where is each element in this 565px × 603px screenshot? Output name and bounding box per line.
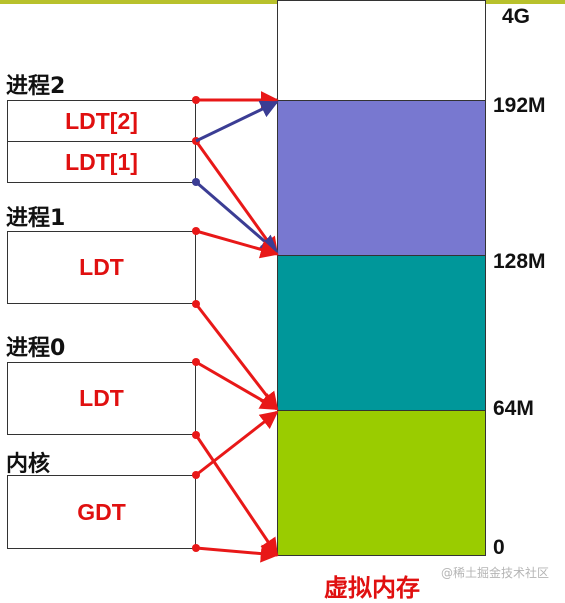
virtual-memory-caption: 虚拟内存 [324, 574, 420, 602]
ldt-process-0-box: LDT [7, 362, 196, 435]
watermark: @稀土掘金技术社区 [440, 566, 549, 580]
arrow-ldt1-to-192m [195, 100, 279, 143]
ldt-1-box: LDT[1] [7, 141, 196, 183]
ldt-process-1-box: LDT [7, 231, 196, 304]
memory-region-0-64 [277, 410, 486, 556]
arrow-ldt-p1-to-128m [192, 227, 279, 259]
address-192m: 192M [493, 94, 546, 117]
address-128m: 128M [493, 250, 546, 273]
address-0: 0 [493, 536, 505, 559]
arrow-ldt-p0-to-64m [192, 358, 279, 411]
arrow-ldt2-to-128m [192, 137, 279, 256]
arrow-ldt2-to-192m [192, 91, 279, 109]
arrow-ldt-p0-to-0 [192, 431, 279, 557]
arrow-ldt1-to-128m [192, 178, 279, 254]
process-2-label: 进程2 [6, 74, 66, 99]
memory-region-64-128 [277, 255, 486, 411]
arrow-gdt-to-0 [192, 544, 279, 563]
address-4g: 4G [502, 5, 531, 28]
gdt-box: GDT [7, 475, 196, 549]
memory-region-top [277, 0, 486, 101]
arrow-ldt-p1-to-64m [192, 300, 279, 411]
ldt-2-box: LDT[2] [7, 100, 196, 142]
process-1-label: 进程1 [6, 206, 66, 231]
arrow-gdt-to-64m [192, 410, 279, 479]
memory-region-128-192 [277, 100, 486, 256]
process-0-label: 进程0 [6, 336, 66, 361]
kernel-label: 内核 [6, 452, 51, 477]
address-64m: 64M [493, 397, 534, 420]
